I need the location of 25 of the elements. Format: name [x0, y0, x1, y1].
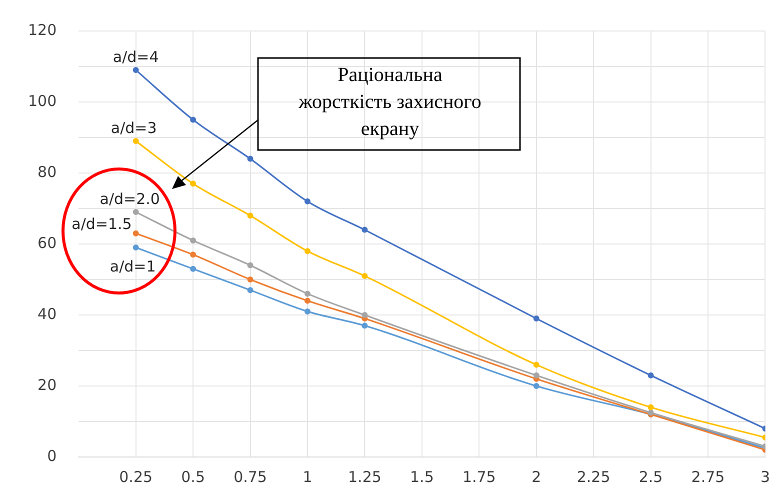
x-tick-label: 1.25: [348, 468, 382, 486]
y-tick-label: 40: [38, 304, 57, 323]
series-label: a/d=3: [110, 118, 157, 137]
y-tick-label: 80: [38, 162, 57, 181]
series-label: a/d=4: [112, 48, 159, 66]
x-tick-label: 1: [302, 468, 312, 486]
y-tick-label: 100: [28, 92, 57, 110]
x-tick-label: 0.5: [181, 468, 205, 486]
x-tick-label: 1.75: [462, 468, 496, 486]
y-tick-label: 120: [28, 20, 57, 39]
x-tick-label: 2.75: [691, 468, 725, 486]
series-label: a/d=1: [110, 257, 156, 276]
annotation: Раціональна жорсткість захисного екрану: [298, 63, 482, 142]
x-tick-label: 2.5: [638, 468, 663, 486]
x-tick-label: 2.25: [576, 468, 610, 486]
x-tick-label: 3: [760, 468, 770, 486]
y-tick-label: 0: [47, 446, 57, 465]
x-tick-label: 1.5: [410, 468, 434, 486]
series-label: a/d=2.0: [100, 190, 160, 208]
x-tick-label: 0.75: [234, 468, 267, 486]
x-tick-label: 0.25: [119, 468, 153, 486]
y-tick-label: 60: [38, 234, 57, 252]
series-label: a/d=1.5: [72, 215, 132, 234]
x-tick-label: 2: [532, 468, 542, 486]
y-tick-label: 20: [38, 376, 57, 394]
